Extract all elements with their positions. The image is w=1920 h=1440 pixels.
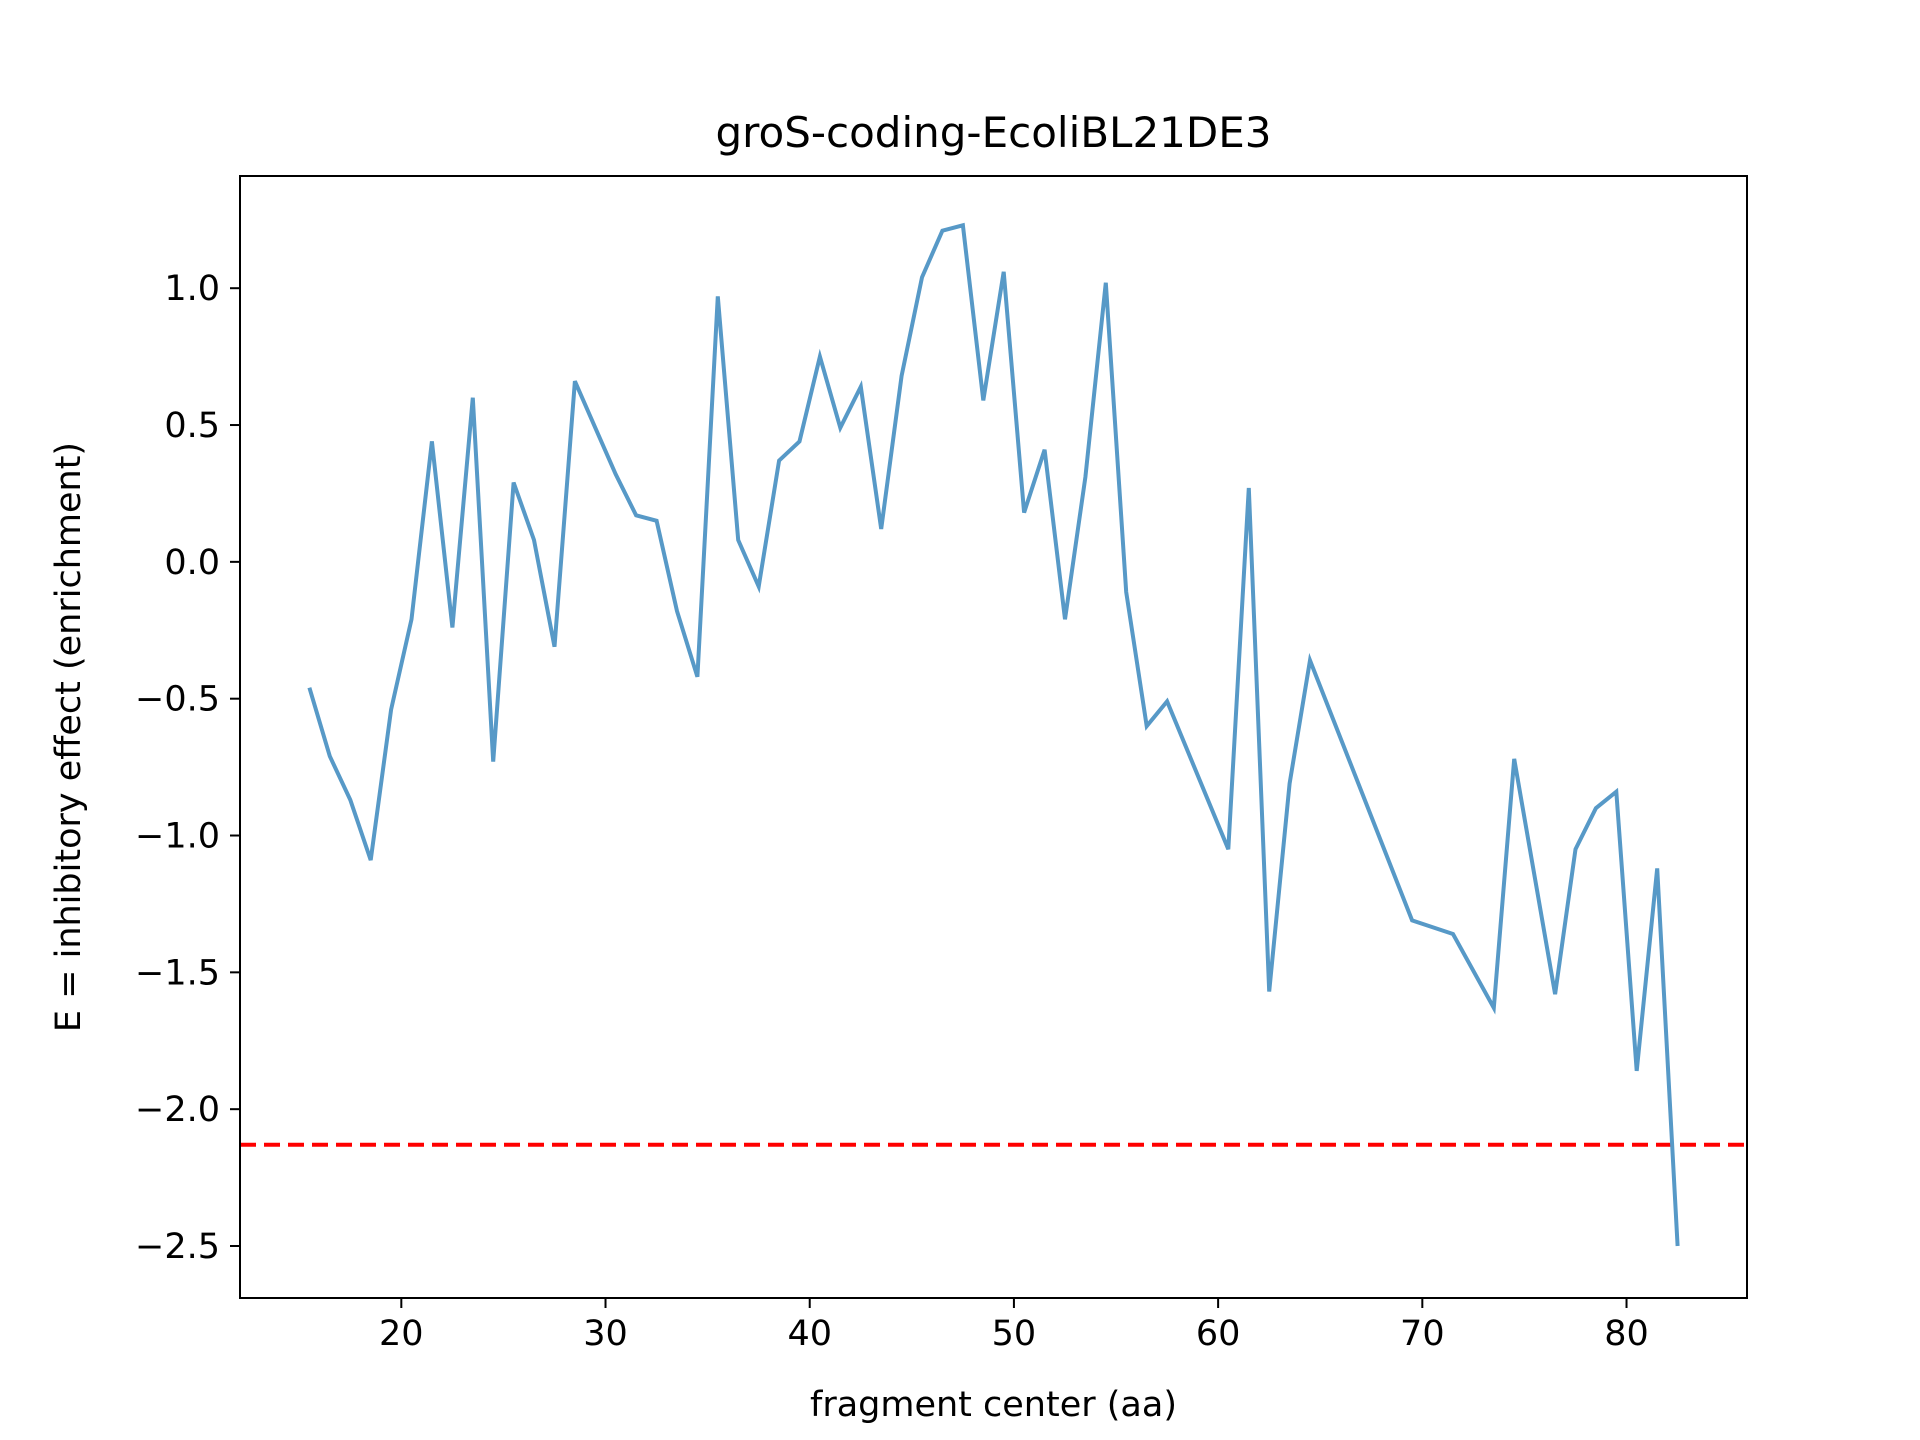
x-tick-label: 50 <box>992 1314 1037 1354</box>
x-tick-label: 20 <box>379 1314 424 1354</box>
series-layer <box>307 222 1680 1247</box>
x-axis-ticks: 20 30 40 50 60 70 80 <box>379 1298 1649 1354</box>
x-tick-label: 40 <box>787 1314 832 1354</box>
x-tick-label: 70 <box>1400 1314 1445 1354</box>
y-tick-label: 0.5 <box>164 406 220 446</box>
y-tick-label: −2.0 <box>135 1090 220 1130</box>
y-tick-label: 1.0 <box>164 269 220 309</box>
y-tick-label: −1.5 <box>135 953 220 993</box>
x-tick-label: 80 <box>1604 1314 1649 1354</box>
y-tick-label: −1.0 <box>135 817 220 857</box>
y-axis-label: E = inhibitory effect (enrichment) <box>49 442 89 1032</box>
y-tick-label: −0.5 <box>135 680 220 720</box>
y-tick-label: −2.5 <box>135 1227 220 1267</box>
y-tick-label: 0.0 <box>164 543 220 583</box>
x-axis-label: fragment center (aa) <box>810 1385 1177 1425</box>
x-tick-label: 30 <box>583 1314 628 1354</box>
chart-title: groS-coding-EcoliBL21DE3 <box>716 108 1272 157</box>
y-axis-ticks: 1.0 0.5 0.0 −0.5 −1.0 −1.5 −2.0 −2.5 <box>135 269 240 1267</box>
series-line <box>307 222 1680 1247</box>
x-tick-label: 60 <box>1196 1314 1241 1354</box>
plot-frame <box>239 175 1748 1299</box>
